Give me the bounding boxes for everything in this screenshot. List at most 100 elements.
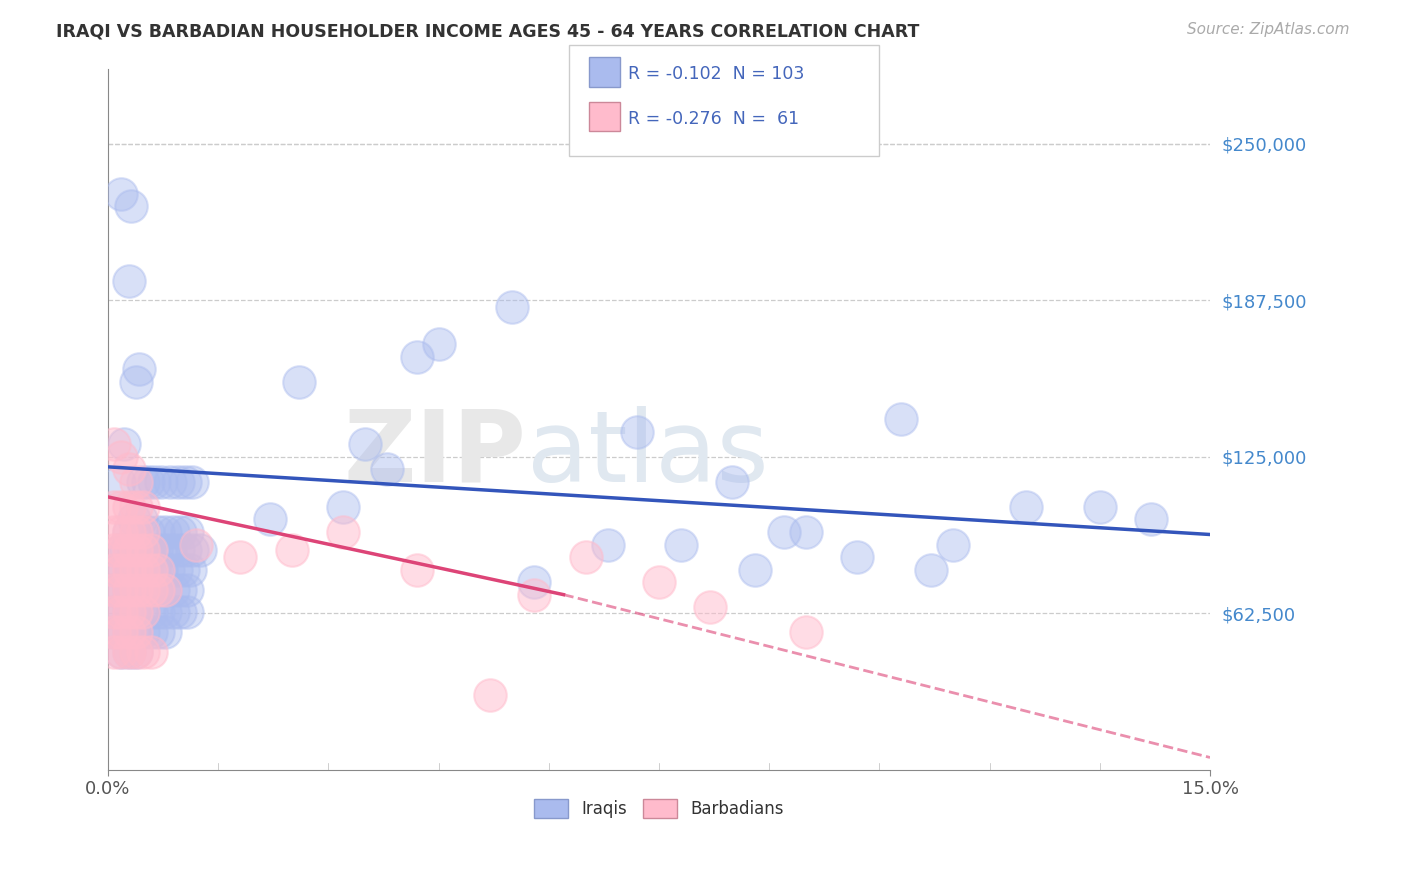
Point xyxy=(132,524,155,539)
Point xyxy=(110,563,132,577)
Point xyxy=(117,625,139,640)
Point xyxy=(132,625,155,640)
Point xyxy=(162,524,184,539)
Point xyxy=(128,563,150,577)
Point xyxy=(523,588,546,602)
Point xyxy=(125,645,148,659)
Point xyxy=(117,582,139,597)
Point xyxy=(117,524,139,539)
Point xyxy=(721,475,744,489)
Point xyxy=(125,563,148,577)
Point xyxy=(744,563,766,577)
Point xyxy=(103,582,125,597)
Point xyxy=(103,500,125,514)
Text: R = -0.102  N = 103: R = -0.102 N = 103 xyxy=(628,65,804,83)
Point xyxy=(288,375,311,389)
Point xyxy=(176,582,198,597)
Point xyxy=(188,542,211,557)
Point xyxy=(149,475,172,489)
Point xyxy=(375,462,398,476)
Point xyxy=(132,475,155,489)
Point xyxy=(117,605,139,619)
Point xyxy=(159,542,181,557)
Point xyxy=(596,537,619,551)
Point xyxy=(523,575,546,590)
Point xyxy=(110,582,132,597)
Legend: Iraqis, Barbadians: Iraqis, Barbadians xyxy=(527,792,790,825)
Point xyxy=(132,563,155,577)
Point xyxy=(125,582,148,597)
Point xyxy=(117,605,139,619)
Point xyxy=(117,524,139,539)
Text: Source: ZipAtlas.com: Source: ZipAtlas.com xyxy=(1187,22,1350,37)
Point xyxy=(149,563,172,577)
Point xyxy=(648,575,671,590)
Point xyxy=(155,605,177,619)
Point xyxy=(117,625,139,640)
Point xyxy=(117,462,139,476)
Point xyxy=(132,645,155,659)
Point xyxy=(110,524,132,539)
Point xyxy=(117,275,139,289)
Point xyxy=(142,563,165,577)
Point xyxy=(112,563,135,577)
Point xyxy=(669,537,692,551)
Point xyxy=(103,524,125,539)
Point xyxy=(125,475,148,489)
Point xyxy=(139,563,162,577)
Point xyxy=(117,582,139,597)
Point xyxy=(142,475,165,489)
Text: atlas: atlas xyxy=(527,406,769,503)
Point xyxy=(108,475,131,489)
Point xyxy=(129,512,152,526)
Point xyxy=(146,582,169,597)
Point xyxy=(112,437,135,451)
Point xyxy=(132,582,155,597)
Point xyxy=(146,582,169,597)
Text: ZIP: ZIP xyxy=(344,406,527,503)
Point xyxy=(172,563,194,577)
Point xyxy=(135,563,157,577)
Point xyxy=(125,625,148,640)
Text: R = -0.276  N =  61: R = -0.276 N = 61 xyxy=(628,110,800,128)
Point xyxy=(794,625,817,640)
Point xyxy=(1140,512,1163,526)
Point xyxy=(139,625,162,640)
Point xyxy=(229,549,252,564)
Point xyxy=(165,563,187,577)
Point xyxy=(186,537,208,551)
Point xyxy=(117,563,139,577)
Point xyxy=(162,605,184,619)
Point xyxy=(132,605,155,619)
Point xyxy=(121,199,143,213)
Point xyxy=(117,542,139,557)
Point xyxy=(125,605,148,619)
Point xyxy=(110,625,132,640)
Point xyxy=(138,524,160,539)
Point xyxy=(129,542,152,557)
Point xyxy=(159,475,181,489)
Text: IRAQI VS BARBADIAN HOUSEHOLDER INCOME AGES 45 - 64 YEARS CORRELATION CHART: IRAQI VS BARBADIAN HOUSEHOLDER INCOME AG… xyxy=(56,22,920,40)
Point xyxy=(479,688,502,702)
Point xyxy=(132,542,155,557)
Point xyxy=(132,605,155,619)
Point xyxy=(110,542,132,557)
Point xyxy=(125,542,148,557)
Point xyxy=(166,542,188,557)
Point xyxy=(280,542,302,557)
Point xyxy=(103,582,125,597)
Point xyxy=(162,582,184,597)
Point xyxy=(128,362,150,376)
Point xyxy=(103,542,125,557)
Point xyxy=(103,437,125,451)
Point xyxy=(139,582,162,597)
Point xyxy=(110,605,132,619)
Point xyxy=(132,500,155,514)
Point xyxy=(626,425,648,439)
Point xyxy=(942,537,965,551)
Point xyxy=(125,500,148,514)
Point xyxy=(139,582,162,597)
Point xyxy=(125,645,148,659)
Point xyxy=(117,645,139,659)
Point xyxy=(146,625,169,640)
